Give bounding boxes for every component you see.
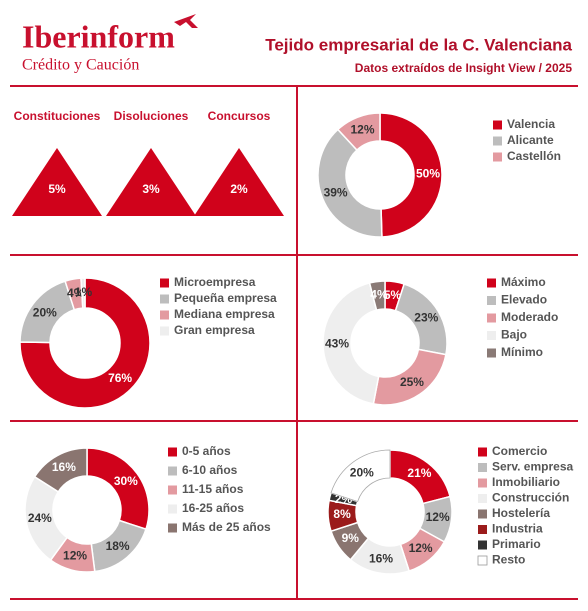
legend-label: Castellón [507,149,561,163]
legend-swatch [477,555,488,566]
donut-slice [322,282,380,405]
legend-swatch [478,447,487,457]
legend-swatch [478,540,487,550]
legend-label: Serv. empresa [492,460,573,474]
donut-slice [379,112,443,238]
legend-swatch [487,348,496,358]
data-label: 18% [106,539,130,553]
legend-swatch [160,294,169,304]
legend-swatch [168,523,177,533]
data-label: 20% [350,465,374,479]
legend-label: Microempresa [174,275,256,289]
legend-label: Inmobiliario [492,475,560,489]
title: Tejido empresarial de la C. Valenciana [265,35,572,54]
legend-swatch [478,525,487,534]
legend-swatch [168,466,177,476]
logo-subtitle: Crédito y Caución [22,57,139,74]
subtitle: Datos extraídos de Insight View / 2025 [355,61,573,75]
legend-swatch [160,310,169,320]
data-label: 1% [75,285,93,299]
data-label: 16% [369,551,393,565]
data-label: 43% [325,337,349,351]
legend-label: Alicante [507,133,554,147]
logo: Iberinform [22,18,175,54]
data-label: 9% [342,531,360,545]
legend-swatch [168,447,177,457]
donut-slice [80,277,86,309]
indicator-label: Constituciones [14,109,101,123]
legend-label: Primario [492,537,541,551]
legend-swatch [478,509,487,519]
legend-swatch [487,313,496,323]
data-label: 50% [416,166,440,180]
legend-label: Mediana empresa [174,307,275,321]
donut-slice [19,277,151,409]
data-label: 24% [28,511,52,525]
indicator-value: 3% [142,182,160,196]
legend-swatch [168,504,177,514]
legend-swatch [493,120,502,130]
indicator-triangle [106,148,196,216]
donut-slice [33,447,88,493]
legend-label: 0-5 años [182,444,231,458]
indicator-triangle [12,148,102,216]
indicator-value: 5% [48,182,66,196]
legend-label: Valencia [507,117,555,131]
indicator-label: Concursos [208,109,271,123]
donut-slice [330,449,391,502]
legend-label: Gran empresa [174,323,255,337]
donut-slice [317,128,383,238]
legend-swatch [478,478,487,488]
legend-label: Resto [492,553,525,567]
data-label: 4% [67,286,85,300]
legend-label: Comercio [492,444,547,458]
legend-swatch [493,152,502,162]
legend-label: 16-25 años [182,501,244,515]
legend-swatch [493,136,502,146]
donut-slice [86,447,150,531]
legend-swatch [487,278,496,288]
data-label: 20% [33,305,57,319]
legend-label: Construcción [492,491,569,505]
legend-label: Elevado [501,293,547,307]
legend-swatch [487,296,496,305]
legend-label: Hostelería [492,506,550,520]
legend-label: Moderado [501,310,558,324]
data-label: 21% [407,466,431,480]
data-label: 30% [114,474,138,488]
legend-swatch [478,494,487,503]
data-label: 4% [370,288,388,302]
donut-slice [336,112,381,152]
data-label: 25% [400,375,424,389]
data-label: 16% [52,460,76,474]
data-label: 12% [63,549,87,563]
indicator-label: Disoluciones [114,109,189,123]
data-label: 39% [324,185,348,199]
legend-label: Pequeña empresa [174,291,277,305]
legend-swatch [487,331,496,340]
data-label: 5% [384,288,402,302]
indicator-value: 2% [230,182,248,196]
data-label: 8% [333,507,351,521]
legend-label: 6-10 años [182,463,238,477]
legend-label: 11-15 años [182,482,244,496]
data-label: 23% [414,311,438,325]
legend-swatch [160,278,169,288]
legend-swatch [478,463,487,472]
legend-label: Mínimo [501,345,543,359]
legend-label: Bajo [501,328,527,342]
data-label: 76% [108,371,132,385]
legend-label: Más de 25 años [182,520,271,534]
data-label: 12% [409,541,433,555]
legend-swatch [168,485,177,495]
logo-icon [174,14,198,28]
legend-label: Industria [492,522,543,536]
indicator-triangle [194,148,284,216]
legend-label: Máximo [501,275,546,289]
donut-slice [368,280,386,311]
data-label: 12% [426,510,450,524]
legend-swatch [160,326,169,336]
data-label: 12% [350,122,374,136]
